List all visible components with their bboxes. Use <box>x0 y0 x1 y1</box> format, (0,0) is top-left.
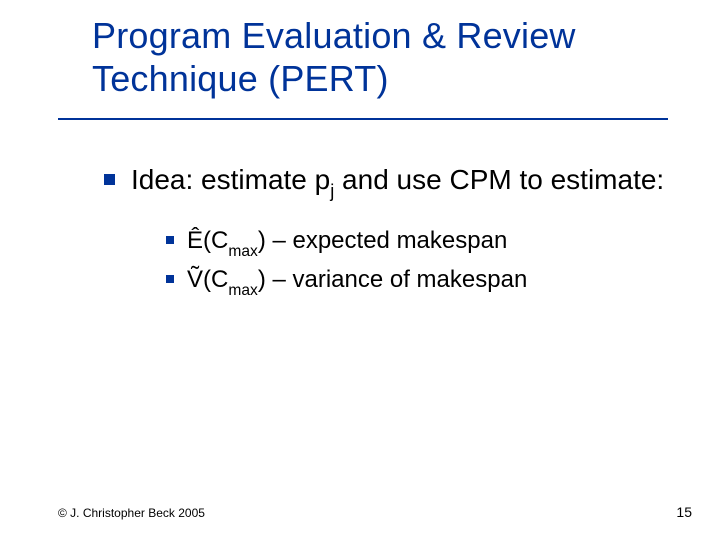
slide-body: Idea: estimate pj and use CPM to estimat… <box>104 162 680 303</box>
square-bullet-icon <box>104 174 115 185</box>
text-part: Idea: estimate p <box>131 164 330 195</box>
bullet-text: Ṽ(Cmax) – variance of makespan <box>187 264 527 299</box>
bullet-text: Idea: estimate pj and use CPM to estimat… <box>131 162 664 201</box>
bullet-text: Ê(Cmax) – expected makespan <box>187 225 507 260</box>
subscript: max <box>228 243 257 260</box>
sub-bullet-group: Ê(Cmax) – expected makespan Ṽ(Cmax) – va… <box>166 225 680 299</box>
bullet-level2: Ṽ(Cmax) – variance of makespan <box>166 264 680 299</box>
square-bullet-icon <box>166 275 174 283</box>
title-underline <box>58 118 668 120</box>
text-part: Ṽ(C <box>187 266 228 293</box>
page-number: 15 <box>676 504 692 520</box>
square-bullet-icon <box>166 236 174 244</box>
slide: Program Evaluation & Review Technique (P… <box>0 0 720 540</box>
footer-copyright: © J. Christopher Beck 2005 <box>58 506 205 520</box>
text-part: and use CPM to estimate: <box>334 164 664 195</box>
bullet-level1: Idea: estimate pj and use CPM to estimat… <box>104 162 680 201</box>
text-part: ) – variance of makespan <box>258 266 527 293</box>
subscript: j <box>330 181 334 201</box>
text-part: Ê(C <box>187 227 228 254</box>
subscript: max <box>228 282 257 299</box>
text-part: ) – expected makespan <box>258 227 507 254</box>
bullet-level2: Ê(Cmax) – expected makespan <box>166 225 680 260</box>
slide-title: Program Evaluation & Review Technique (P… <box>92 14 690 100</box>
